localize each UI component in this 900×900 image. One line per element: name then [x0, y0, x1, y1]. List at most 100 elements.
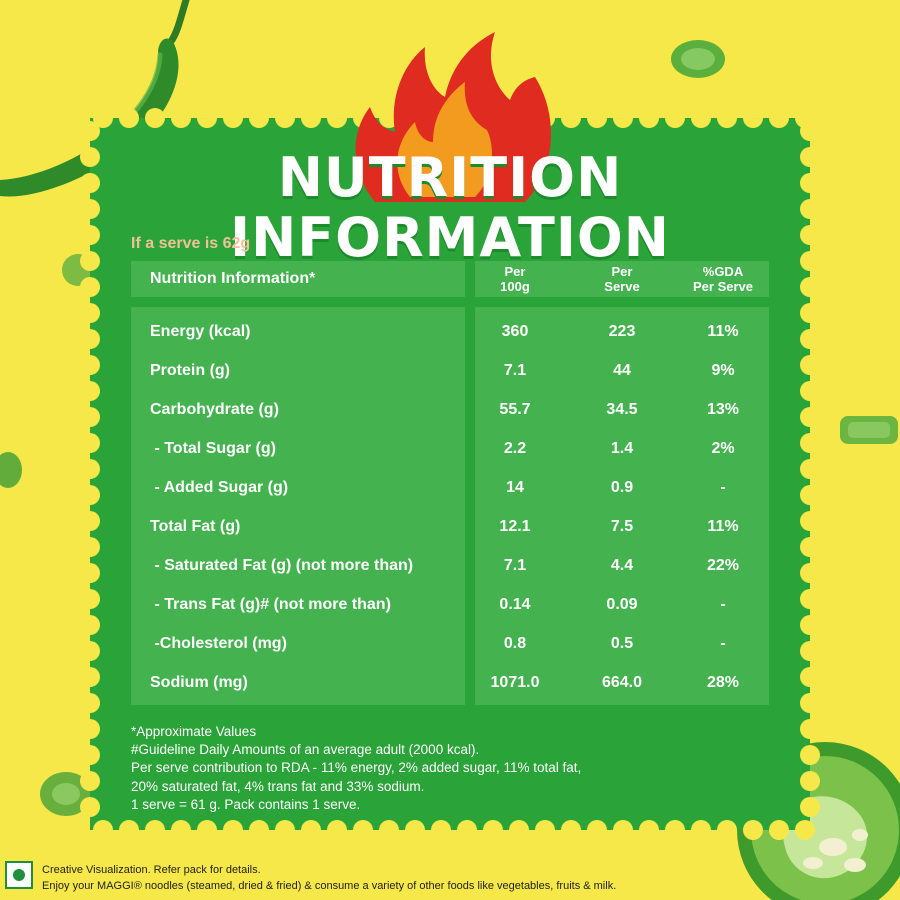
- footnote-line: Per serve contribution to RDA - 11% ener…: [131, 760, 582, 776]
- footnote-line: 1 serve = 61 g. Pack contains 1 serve.: [131, 796, 361, 812]
- nutrient-label: Protein (g): [150, 362, 230, 379]
- scallop-notch: [800, 563, 820, 583]
- nutrient-label: - Trans Fat (g)# (not more than): [150, 596, 391, 613]
- scallop-notch: [800, 355, 820, 375]
- footnote-line: #Guideline Daily Amounts of an average a…: [131, 742, 480, 758]
- serve-size-note: If a serve is 62g: [131, 235, 251, 252]
- value-per-100g: 55.7: [499, 401, 531, 418]
- value-gda: 13%: [706, 401, 740, 418]
- scallop-notch: [800, 277, 820, 297]
- scallop-notch: [691, 820, 711, 840]
- scallop-notch: [800, 719, 820, 739]
- disclaimer: Creative Visualization. Refer pack for d…: [42, 862, 616, 894]
- column-header-line: 100g: [500, 279, 530, 294]
- scallop-notch: [665, 108, 685, 128]
- scallop-notch: [800, 433, 820, 453]
- chili-slice-icon: [840, 416, 898, 444]
- scallop-notch: [171, 820, 191, 840]
- nutrient-label: - Saturated Fat (g) (not more than): [150, 557, 414, 574]
- value-gda: -: [720, 635, 726, 652]
- scallop-notch: [431, 820, 451, 840]
- scallop-notch: [93, 820, 113, 840]
- scallop-notch: [80, 667, 100, 687]
- scallop-notch: [743, 108, 763, 128]
- scallop-notch: [613, 108, 633, 128]
- scallop-notch: [800, 199, 820, 219]
- nutrient-label: Energy (kcal): [150, 323, 251, 340]
- scallop-notch: [587, 820, 607, 840]
- scallop-notch: [639, 108, 659, 128]
- scallop-notch: [800, 121, 820, 141]
- scallop-notch: [457, 820, 477, 840]
- value-per-serve: 34.5: [606, 401, 638, 418]
- value-gda: -: [720, 596, 726, 613]
- scallop-notch: [80, 459, 100, 479]
- nutrient-label: Total Fat (g): [150, 518, 241, 535]
- scallop-notch: [223, 820, 243, 840]
- scallop-notch: [561, 108, 581, 128]
- value-gda: 11%: [707, 518, 739, 535]
- scallop-notch: [800, 407, 820, 427]
- scallop-notch: [80, 563, 100, 583]
- scallop-notch: [800, 381, 820, 401]
- nutrient-label: - Total Sugar (g): [150, 440, 276, 457]
- value-per-serve: 664.0: [601, 674, 643, 691]
- scallop-notch: [800, 537, 820, 557]
- value-gda: 28%: [706, 674, 740, 691]
- value-per-serve: 1.4: [610, 440, 634, 457]
- scallop-notch: [535, 820, 555, 840]
- scallop-notch: [639, 820, 659, 840]
- scallop-notch: [800, 797, 820, 817]
- scallop-notch: [800, 147, 820, 167]
- value-per-100g: 2.2: [503, 440, 527, 457]
- page-title: NUTRITION INFORMATION: [229, 146, 671, 269]
- nutrient-label: -Cholesterol (mg): [150, 635, 287, 652]
- scallop-notch: [717, 820, 737, 840]
- scallop-notch: [80, 251, 100, 271]
- scallop-notch: [93, 108, 113, 128]
- footnote-line: 20% saturated fat, 4% trans fat and 33% …: [131, 778, 425, 794]
- value-per-100g: 7.1: [503, 362, 527, 379]
- value-per-serve: 223: [608, 323, 636, 340]
- scallop-notch: [80, 537, 100, 557]
- column-header-line: Serve: [604, 279, 640, 294]
- scallop-notch: [80, 303, 100, 323]
- scallop-notch: [80, 797, 100, 817]
- scallop-notch: [80, 355, 100, 375]
- disclaimer-line: Enjoy your MAGGI® noodles (steamed, drie…: [42, 880, 617, 892]
- scallop-notch: [800, 459, 820, 479]
- scallop-notch: [80, 433, 100, 453]
- scallop-notch: [800, 771, 820, 791]
- value-per-100g: 12.1: [499, 518, 531, 535]
- scallop-notch: [800, 173, 820, 193]
- scallop-notch: [327, 820, 347, 840]
- column-header-line: %GDA: [702, 264, 744, 279]
- chili-slice-icon: [671, 40, 725, 78]
- scallop-notch: [249, 820, 269, 840]
- scallop-notch: [301, 108, 321, 128]
- scallop-notch: [80, 771, 100, 791]
- value-per-100g: 0.8: [503, 635, 527, 652]
- value-per-serve: 7.5: [610, 518, 634, 535]
- chili-slice-icon: [40, 772, 92, 816]
- scallop-notch: [145, 820, 165, 840]
- footnotes: *Approximate Values #Guideline Daily Amo…: [131, 723, 791, 814]
- scallop-notch: [119, 108, 139, 128]
- scallop-notch: [80, 147, 100, 167]
- value-gda: 11%: [707, 323, 739, 340]
- nutrient-label: Sodium (mg): [150, 674, 248, 691]
- scallop-notch: [80, 511, 100, 531]
- column-header-line: Per: [611, 264, 633, 279]
- scallop-notch: [80, 277, 100, 297]
- scallop-notch: [691, 108, 711, 128]
- scallop-notch: [119, 820, 139, 840]
- value-gda: 22%: [706, 557, 740, 574]
- value-gda: 9%: [711, 362, 735, 379]
- scallop-notch: [800, 329, 820, 349]
- scallop-notch: [80, 329, 100, 349]
- scallop-notch: [80, 225, 100, 245]
- scallop-notch: [327, 108, 347, 128]
- column-header-gda: %GDA Per Serve: [678, 264, 768, 294]
- scallop-notch: [145, 108, 165, 128]
- value-per-100g: 7.1: [503, 557, 527, 574]
